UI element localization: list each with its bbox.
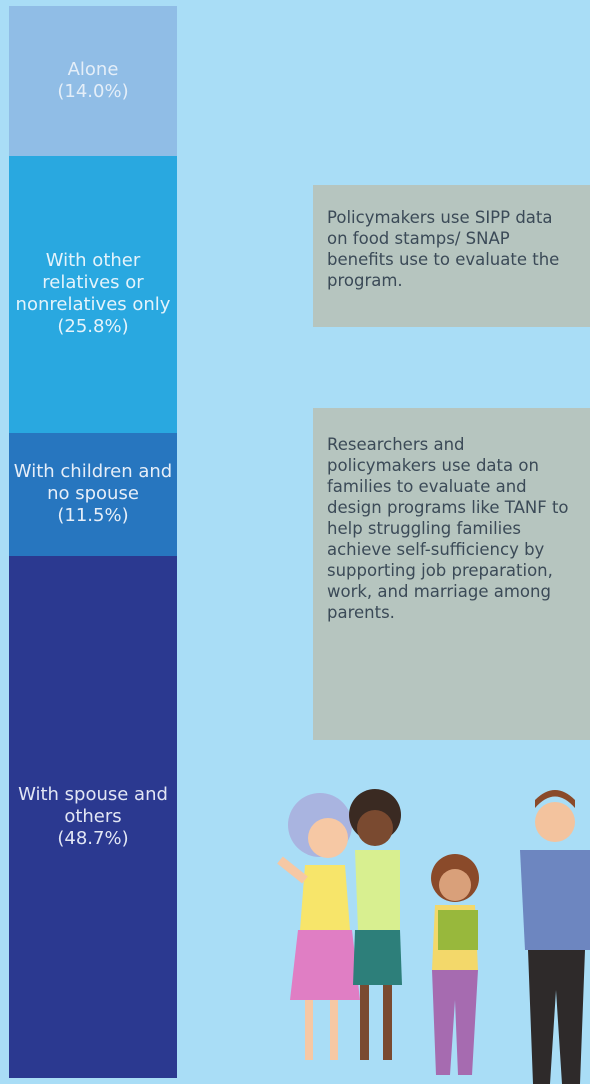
segment-label: Alone(14.0%) (53, 59, 132, 103)
bar-segment: With spouse and others(48.7%) (9, 556, 177, 1078)
segment-label: With spouse and others(48.7%) (9, 784, 177, 850)
bar-segment: With other relatives or nonrelatives onl… (9, 156, 177, 433)
value-label: (25.8%) (13, 316, 173, 338)
page: Alone(14.0%) With other relatives or nonr… (0, 0, 590, 1084)
value-label: (11.5%) (13, 505, 173, 527)
illustration (250, 770, 590, 1084)
value-label: (48.7%) (13, 828, 173, 850)
bar-segment: With children and no spouse(11.5%) (9, 433, 177, 556)
category-label: With spouse and others (13, 784, 173, 828)
annotation: Researchers and policymakers use data on… (313, 408, 590, 740)
value-label: (14.0%) (57, 81, 128, 103)
bar-segment: Alone(14.0%) (9, 6, 177, 156)
segment-label: With children and no spouse(11.5%) (9, 461, 177, 527)
category-label: With children and no spouse (13, 461, 173, 505)
annotation: Policymakers use SIPP data on food stamp… (313, 185, 590, 327)
segment-label: With other relatives or nonrelatives onl… (9, 250, 177, 338)
stacked-bar: Alone(14.0%) With other relatives or nonr… (9, 6, 177, 1078)
category-label: With other relatives or nonrelatives onl… (13, 250, 173, 316)
category-label: Alone (57, 59, 128, 81)
